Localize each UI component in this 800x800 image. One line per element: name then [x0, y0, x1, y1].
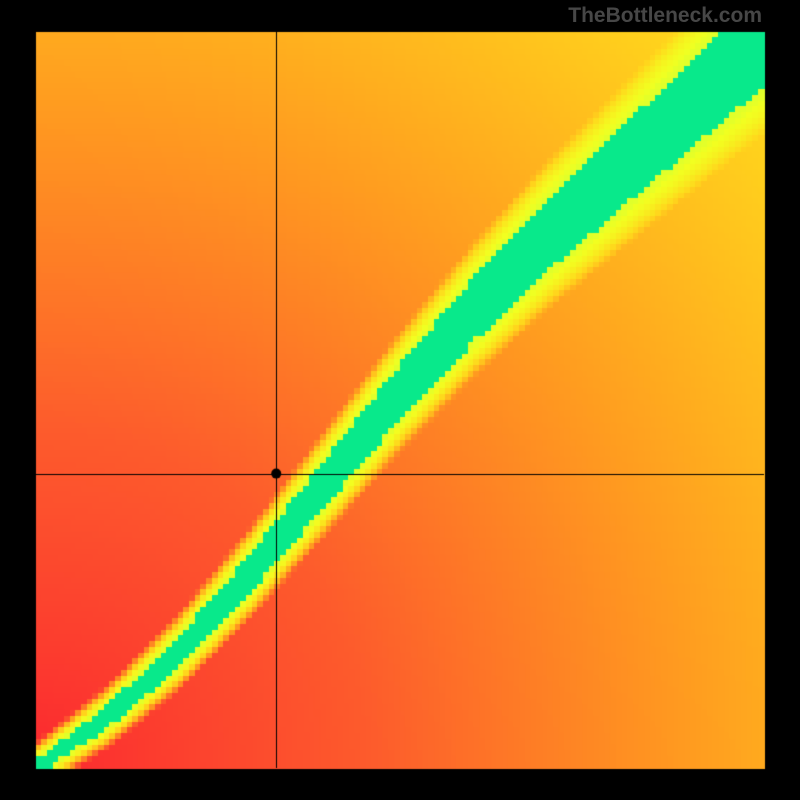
bottleneck-heatmap [0, 0, 800, 800]
watermark-text: TheBottleneck.com [568, 4, 762, 28]
